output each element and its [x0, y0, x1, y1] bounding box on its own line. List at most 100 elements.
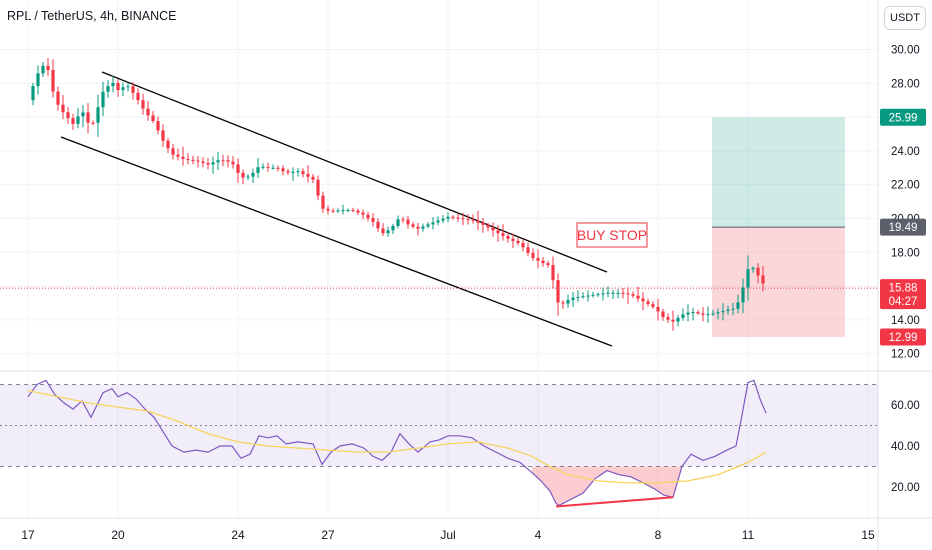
candle-body	[441, 218, 445, 221]
candle-body	[426, 224, 430, 227]
candle-body	[341, 210, 345, 212]
candle-body	[711, 313, 715, 315]
candle-body	[756, 267, 760, 276]
candle-body	[181, 156, 185, 159]
price-tick-label: 24.00	[891, 146, 920, 158]
candle-body	[386, 230, 390, 234]
candle-body	[371, 218, 375, 222]
candle-body	[541, 260, 545, 264]
candle-body	[476, 220, 480, 223]
candle-body	[531, 252, 535, 258]
price-tick-label: 18.00	[891, 247, 920, 259]
candle-body	[296, 171, 300, 173]
candle-body	[86, 112, 90, 123]
candle-body	[101, 91, 105, 108]
target-zone[interactable]	[712, 117, 845, 228]
candle-body	[391, 226, 395, 231]
candle-body	[146, 108, 150, 116]
candle-body	[686, 312, 690, 315]
candle-body	[616, 292, 620, 294]
candle-body	[456, 217, 460, 219]
candle-body	[361, 212, 365, 215]
channel-upper-line[interactable]	[101, 71, 608, 273]
candle-body	[406, 219, 410, 225]
candle-body	[471, 219, 475, 221]
candle-body	[31, 86, 35, 101]
rsi-tick-label: 40.00	[891, 441, 920, 453]
candle-body	[696, 312, 700, 314]
rsi-line	[27, 379, 767, 507]
candle-body	[61, 104, 65, 113]
candle-body	[141, 100, 145, 109]
candle-body	[36, 73, 40, 87]
candle-body	[716, 312, 720, 314]
time-tick-label: 15	[861, 528, 875, 542]
candle-body	[151, 115, 155, 122]
candle-body	[56, 91, 60, 105]
candle-body	[676, 317, 680, 322]
candle-body	[606, 292, 610, 294]
stop-zone[interactable]	[712, 227, 845, 337]
candle-body	[701, 313, 705, 315]
candle-body	[506, 235, 510, 239]
candle-body	[186, 158, 190, 160]
candle-body	[521, 243, 525, 248]
candle-body	[71, 118, 75, 124]
channel-lower-line[interactable]	[60, 136, 613, 347]
candle-body	[496, 230, 500, 234]
candle-body	[396, 219, 400, 227]
buy-stop-text: BUY STOP	[577, 227, 647, 243]
time-tick-label: 20	[111, 528, 125, 542]
candle-body	[366, 214, 370, 219]
candle-body	[106, 86, 110, 92]
candle-body	[251, 172, 255, 177]
candle-body	[731, 308, 735, 310]
candle-body	[461, 218, 465, 220]
candle-body	[721, 310, 725, 313]
price-label-text: 19.49	[889, 222, 918, 234]
rsi-ma-line	[27, 389, 767, 484]
candle-body	[111, 83, 115, 87]
candle-body	[176, 154, 180, 157]
candle-body	[451, 216, 455, 218]
candle-body	[586, 295, 590, 297]
candle-body	[311, 176, 315, 180]
candle-body	[351, 210, 355, 212]
candle-body	[66, 112, 70, 119]
candle-body	[216, 160, 220, 163]
time-tick-label: 4	[535, 528, 542, 542]
candle-body	[491, 227, 495, 231]
price-label-badge	[880, 328, 926, 346]
candle-body	[601, 293, 605, 295]
candle-body	[741, 287, 745, 303]
candle-body	[566, 300, 570, 304]
candle-body	[651, 304, 655, 307]
buy-stop-label[interactable]: BUY STOP	[576, 222, 648, 248]
time-tick-label: 11	[742, 528, 755, 542]
candle-body	[126, 86, 130, 88]
candle-body	[326, 208, 330, 211]
candle-body	[526, 247, 530, 253]
candle-body	[76, 116, 80, 124]
buy-stop-box	[576, 222, 648, 248]
divergence-line[interactable]	[555, 496, 674, 508]
candle-body	[301, 171, 305, 174]
candle-body	[211, 162, 215, 165]
time-tick-label: 27	[321, 528, 335, 542]
candle-body	[256, 167, 260, 173]
candle-body	[646, 301, 650, 305]
candle-body	[306, 173, 310, 177]
candle-body	[316, 179, 320, 196]
candle-body	[131, 86, 135, 93]
candle-body	[196, 160, 200, 162]
candle-body	[41, 65, 45, 74]
candle-body	[291, 171, 295, 173]
candle-body	[321, 195, 325, 209]
currency-button[interactable]: USDT	[884, 6, 926, 30]
candle-body	[596, 294, 600, 296]
price-label-badge	[880, 279, 926, 310]
candle-body	[336, 210, 340, 212]
candle-body	[46, 65, 50, 70]
candle-body	[481, 222, 485, 225]
